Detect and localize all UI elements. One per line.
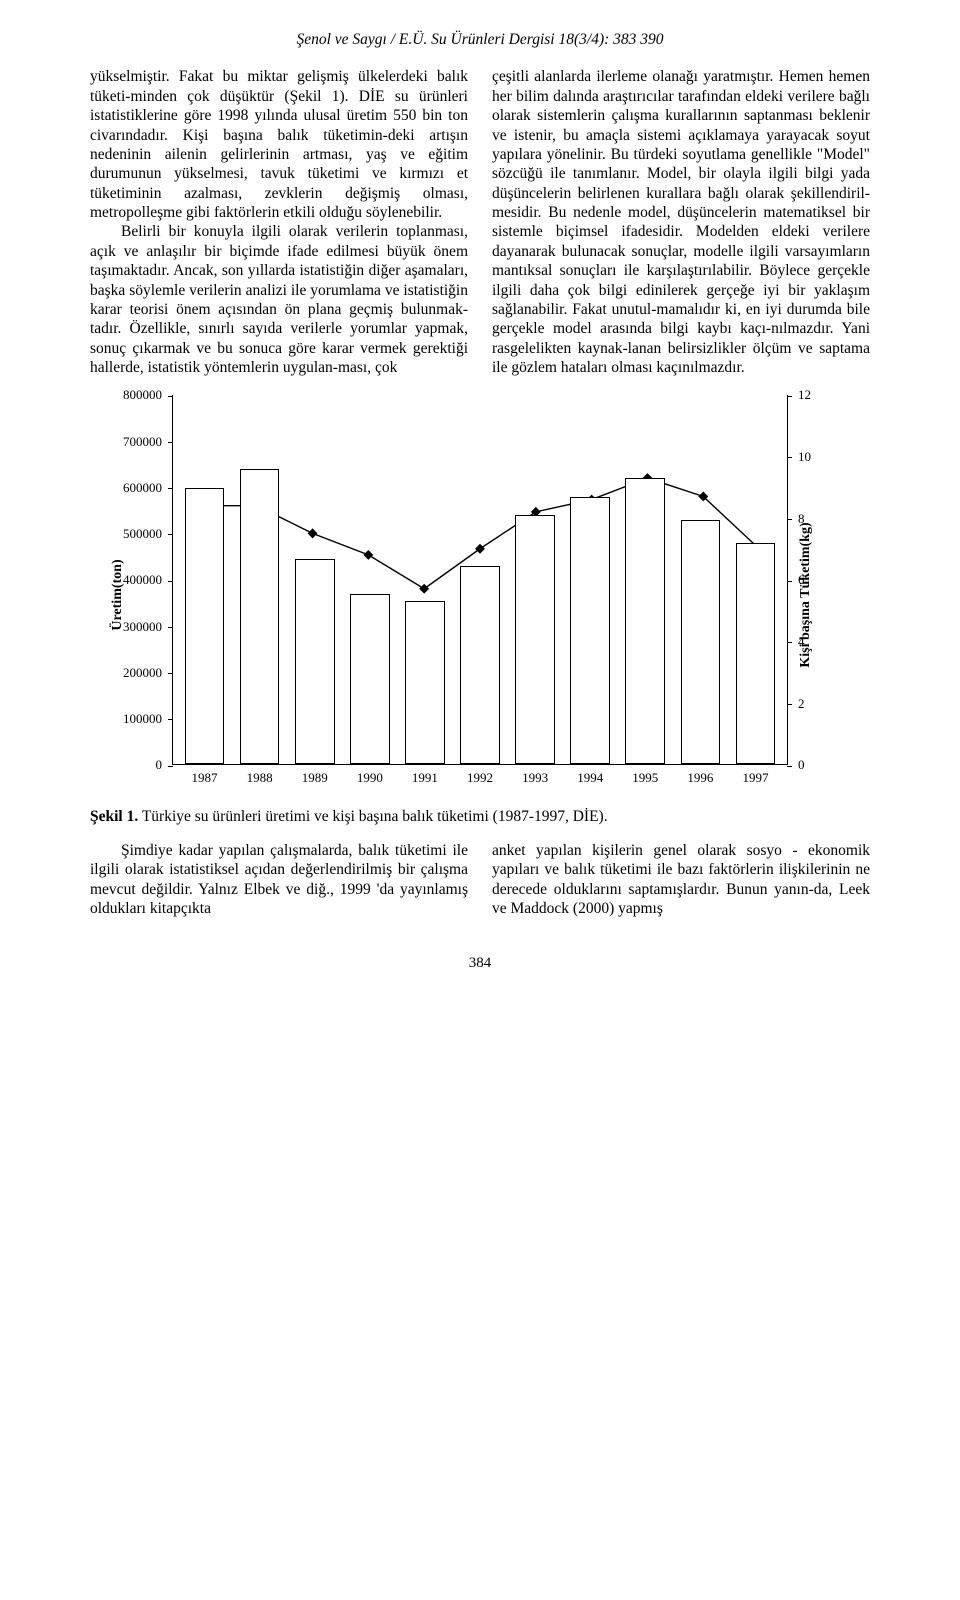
x-tick-label: 1987 bbox=[177, 770, 232, 786]
figure-caption: Şekil 1. Türkiye su ürünleri üretimi ve … bbox=[90, 807, 870, 826]
bar-slot: 1987 bbox=[177, 395, 232, 764]
bar-slot: 1990 bbox=[342, 395, 397, 764]
x-tick-label: 1993 bbox=[508, 770, 563, 786]
bar-slot: 1992 bbox=[452, 395, 507, 764]
figure-1-chart: Üretim(ton) Kişi başına Tüketim(kg) 0100… bbox=[90, 395, 870, 795]
below-right-column: anket yapılan kişilerin genel olarak sos… bbox=[492, 841, 870, 919]
figure-caption-label: Şekil 1. bbox=[90, 808, 138, 825]
x-tick-label: 1989 bbox=[287, 770, 342, 786]
plot-area: 1987198819891990199119921993199419951996… bbox=[172, 395, 788, 765]
y-left-tick: 400000 bbox=[112, 572, 168, 588]
bar bbox=[460, 566, 500, 764]
y-left-tick: 100000 bbox=[112, 711, 168, 727]
x-tick-label: 1988 bbox=[232, 770, 287, 786]
right-column: çeşitli alanlarda ilerleme olanağı yarat… bbox=[492, 67, 870, 377]
bar-slot: 1991 bbox=[397, 395, 452, 764]
x-tick-label: 1995 bbox=[618, 770, 673, 786]
y-axis-left-ticks: 0100000200000300000400000500000600000700… bbox=[112, 395, 168, 765]
figure-caption-text: Türkiye su ürünleri üretimi ve kişi başı… bbox=[138, 808, 607, 825]
y-right-tick: 0 bbox=[792, 757, 848, 773]
bar bbox=[350, 594, 390, 765]
y-left-tick: 500000 bbox=[112, 526, 168, 542]
left-column: yükselmiştir. Fakat bu miktar gelişmiş ü… bbox=[90, 67, 468, 377]
below-left-para: Şimdiye kadar yapılan çalışmalarda, balı… bbox=[90, 841, 468, 919]
y-right-tick: 8 bbox=[792, 511, 848, 527]
left-para-1: yükselmiştir. Fakat bu miktar gelişmiş ü… bbox=[90, 67, 468, 222]
bar-slot: 1989 bbox=[287, 395, 342, 764]
y-right-tick: 12 bbox=[792, 387, 848, 403]
running-header: Şenol ve Saygı / E.Ü. Su Ürünleri Dergis… bbox=[90, 30, 870, 49]
bar bbox=[570, 497, 610, 765]
y-left-tick: 0 bbox=[112, 757, 168, 773]
y-right-tick: 4 bbox=[792, 634, 848, 650]
y-left-tick: 600000 bbox=[112, 480, 168, 496]
bar bbox=[515, 515, 555, 764]
bar bbox=[295, 559, 335, 764]
x-tick-label: 1992 bbox=[452, 770, 507, 786]
x-tick-label: 1990 bbox=[342, 770, 397, 786]
y-right-tick: 10 bbox=[792, 449, 848, 465]
x-tick-label: 1994 bbox=[563, 770, 618, 786]
body-columns-bottom: Şimdiye kadar yapılan çalışmalarda, balı… bbox=[90, 841, 870, 919]
y-left-tick: 200000 bbox=[112, 665, 168, 681]
bar-slot: 1988 bbox=[232, 395, 287, 764]
bar bbox=[625, 478, 665, 764]
bar-slot: 1996 bbox=[673, 395, 728, 764]
right-para-1: çeşitli alanlarda ilerleme olanağı yarat… bbox=[492, 67, 870, 377]
bar bbox=[405, 601, 445, 765]
x-tick-label: 1991 bbox=[397, 770, 452, 786]
x-tick-label: 1996 bbox=[673, 770, 728, 786]
below-left-column: Şimdiye kadar yapılan çalışmalarda, balı… bbox=[90, 841, 468, 919]
bar bbox=[736, 543, 776, 764]
bar-slot: 1995 bbox=[618, 395, 673, 764]
body-columns-top: yükselmiştir. Fakat bu miktar gelişmiş ü… bbox=[90, 67, 870, 377]
y-axis-right-ticks: 024681012 bbox=[792, 395, 848, 765]
bar-slot: 1997 bbox=[728, 395, 783, 764]
y-right-tick: 2 bbox=[792, 696, 848, 712]
y-left-tick: 800000 bbox=[112, 387, 168, 403]
bar bbox=[681, 520, 721, 764]
y-left-tick: 300000 bbox=[112, 619, 168, 635]
y-left-tick: 700000 bbox=[112, 434, 168, 450]
y-right-tick: 6 bbox=[792, 572, 848, 588]
bar-slot: 1993 bbox=[508, 395, 563, 764]
bar bbox=[185, 488, 225, 765]
x-tick-label: 1997 bbox=[728, 770, 783, 786]
bar bbox=[240, 469, 280, 764]
left-para-2: Belirli bir konuyla ilgili olarak verile… bbox=[90, 222, 468, 377]
bar-slot: 1994 bbox=[563, 395, 618, 764]
page-number: 384 bbox=[90, 954, 870, 973]
below-right-para: anket yapılan kişilerin genel olarak sos… bbox=[492, 841, 870, 919]
